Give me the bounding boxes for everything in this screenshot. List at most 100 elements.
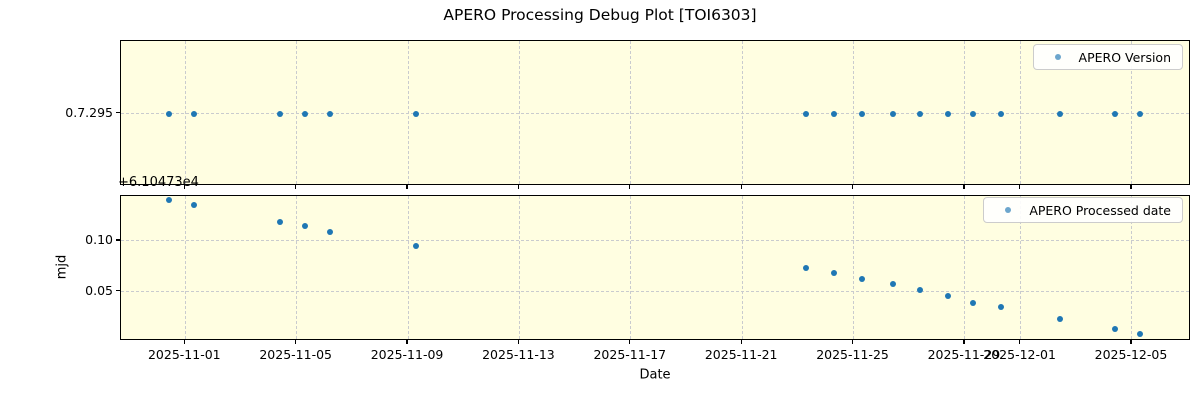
v-gridline xyxy=(1020,196,1022,339)
data-point-mjd xyxy=(858,276,865,283)
data-point-version xyxy=(945,110,952,117)
v-gridline xyxy=(407,196,409,339)
v-gridline xyxy=(1131,41,1133,184)
data-point-mjd xyxy=(302,222,309,229)
x-tick-mark xyxy=(629,340,631,344)
x-tick-mark xyxy=(406,185,408,189)
x-tick-mark xyxy=(406,340,408,344)
data-point-version xyxy=(889,110,896,117)
x-tick-mark xyxy=(295,185,297,189)
legend-apero-processed-date: APERO Processed date xyxy=(983,197,1183,223)
data-point-version xyxy=(413,110,420,117)
v-gridline xyxy=(630,41,632,184)
legend-apero-version: APERO Version xyxy=(1032,44,1183,70)
y-tick-mark xyxy=(116,289,120,292)
data-point-mjd xyxy=(1137,331,1144,338)
v-gridline xyxy=(518,196,520,339)
v-gridline xyxy=(741,196,743,339)
data-point-version xyxy=(190,110,197,117)
data-point-version xyxy=(327,110,334,117)
x-tick-mark xyxy=(740,185,742,189)
data-point-mjd xyxy=(803,264,810,271)
x-tick-label: 2025-11-17 xyxy=(593,347,667,362)
axes-apero-version-plot xyxy=(120,40,1190,185)
y-tick-mark xyxy=(116,239,120,241)
x-tick-label: 2025-12-01 xyxy=(983,347,1056,362)
data-point-mjd xyxy=(276,218,283,225)
v-gridline xyxy=(853,196,855,339)
x-tick-mark xyxy=(851,340,854,344)
v-gridline xyxy=(1020,41,1022,184)
y-tick-mark xyxy=(116,111,120,114)
h-gridline xyxy=(121,240,1189,242)
data-point-version xyxy=(858,110,865,117)
v-gridline xyxy=(184,196,186,339)
v-gridline xyxy=(964,196,966,339)
data-point-version xyxy=(917,110,924,117)
x-tick-label: 2025-11-09 xyxy=(370,347,444,362)
x-tick-label: 2025-11-29 xyxy=(927,347,1001,362)
data-point-version xyxy=(165,110,172,117)
x-tick-mark xyxy=(183,185,185,189)
x-tick-mark xyxy=(183,340,185,344)
x-tick-label: 2025-11-05 xyxy=(259,347,333,362)
data-point-version xyxy=(276,110,283,117)
x-tick-label: 2025-12-05 xyxy=(1094,347,1168,362)
data-point-mjd xyxy=(998,303,1005,310)
y-tick-label-mjd: 0.05 xyxy=(85,282,113,298)
y-tick-label-version: 0.7.295 xyxy=(65,105,113,120)
data-point-mjd xyxy=(1112,325,1119,332)
date-axis-label: Date xyxy=(639,367,671,383)
data-point-version xyxy=(302,110,309,117)
v-gridline xyxy=(518,41,520,184)
scatter-point-icon xyxy=(1005,207,1012,213)
v-gridline xyxy=(630,196,632,339)
y-tick-label-mjd: 0.10 xyxy=(85,232,113,248)
figure-title: APERO Processing Debug Plot [TOI6303] xyxy=(443,6,757,24)
data-point-mjd xyxy=(190,201,197,208)
x-tick-mark xyxy=(629,185,631,189)
data-point-mjd xyxy=(1056,316,1063,323)
x-tick-mark xyxy=(740,340,742,344)
v-gridline xyxy=(296,41,298,184)
x-tick-label: 2025-11-21 xyxy=(704,347,778,362)
v-gridline xyxy=(1131,196,1133,339)
x-tick-mark xyxy=(1019,340,1021,344)
data-point-mjd xyxy=(889,281,896,288)
x-tick-label: 2025-11-01 xyxy=(147,347,221,362)
data-point-version xyxy=(831,110,838,117)
v-gridline xyxy=(741,41,743,184)
x-tick-mark xyxy=(963,185,965,189)
data-point-version xyxy=(1137,110,1144,117)
mjd-axis-label: mjd xyxy=(54,254,70,280)
data-point-mjd xyxy=(945,292,952,299)
v-gridline xyxy=(184,41,186,184)
x-tick-mark xyxy=(963,340,965,344)
data-point-mjd xyxy=(917,286,924,293)
x-tick-mark xyxy=(851,185,854,189)
v-gridline xyxy=(964,41,966,184)
data-point-mjd xyxy=(165,196,172,203)
data-point-mjd xyxy=(970,299,977,306)
v-gridline xyxy=(296,196,298,339)
data-point-version xyxy=(803,110,810,117)
data-point-mjd xyxy=(327,228,334,235)
legend-label-apero-version: APERO Version xyxy=(1078,49,1171,65)
data-point-version xyxy=(998,110,1005,117)
x-tick-mark xyxy=(517,340,520,344)
data-point-mjd xyxy=(413,243,420,250)
x-tick-mark xyxy=(517,185,520,189)
data-point-version xyxy=(970,110,977,117)
legend-label-apero-processed-date: APERO Processed date xyxy=(1029,202,1171,218)
scatter-point-icon xyxy=(1054,54,1061,60)
x-tick-mark xyxy=(1130,185,1132,189)
v-gridline xyxy=(407,41,409,184)
x-tick-label: 2025-11-13 xyxy=(482,347,555,362)
v-gridline xyxy=(853,41,855,184)
h-gridline xyxy=(121,290,1189,292)
x-tick-label: 2025-11-25 xyxy=(816,347,889,362)
x-tick-mark xyxy=(1130,340,1132,344)
data-point-version xyxy=(1056,110,1063,117)
x-tick-mark xyxy=(1019,185,1021,189)
